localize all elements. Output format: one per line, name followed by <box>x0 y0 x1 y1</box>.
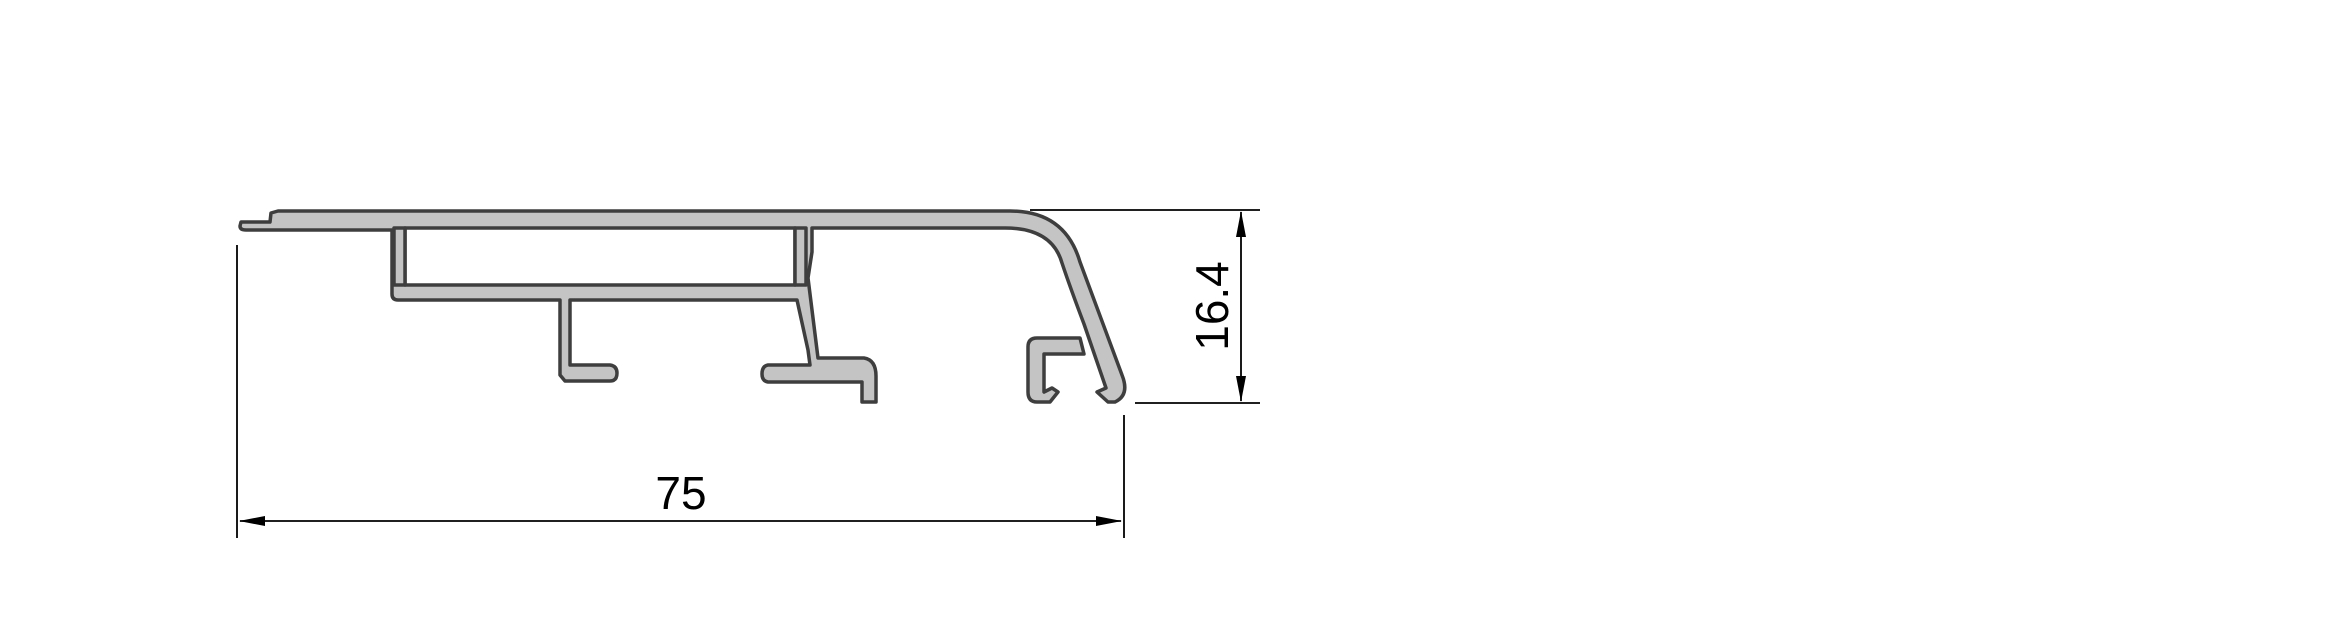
width-dimension: 75 <box>236 245 1125 538</box>
width-arrow-right <box>1096 516 1122 526</box>
profile-hook <box>1026 336 1086 404</box>
height-arrow-bottom <box>1236 376 1246 402</box>
profile-cross-section <box>238 209 1127 404</box>
height-arrow-top <box>1236 211 1246 237</box>
height-dimension: 16.4 <box>1030 209 1260 404</box>
profile-hollow-chamber <box>403 226 797 287</box>
height-dimension-label: 16.4 <box>1186 261 1238 351</box>
width-dimension-label: 75 <box>655 467 706 519</box>
profile-left-web <box>392 226 407 287</box>
width-arrow-left <box>239 516 265 526</box>
profile-right-web <box>793 226 808 287</box>
